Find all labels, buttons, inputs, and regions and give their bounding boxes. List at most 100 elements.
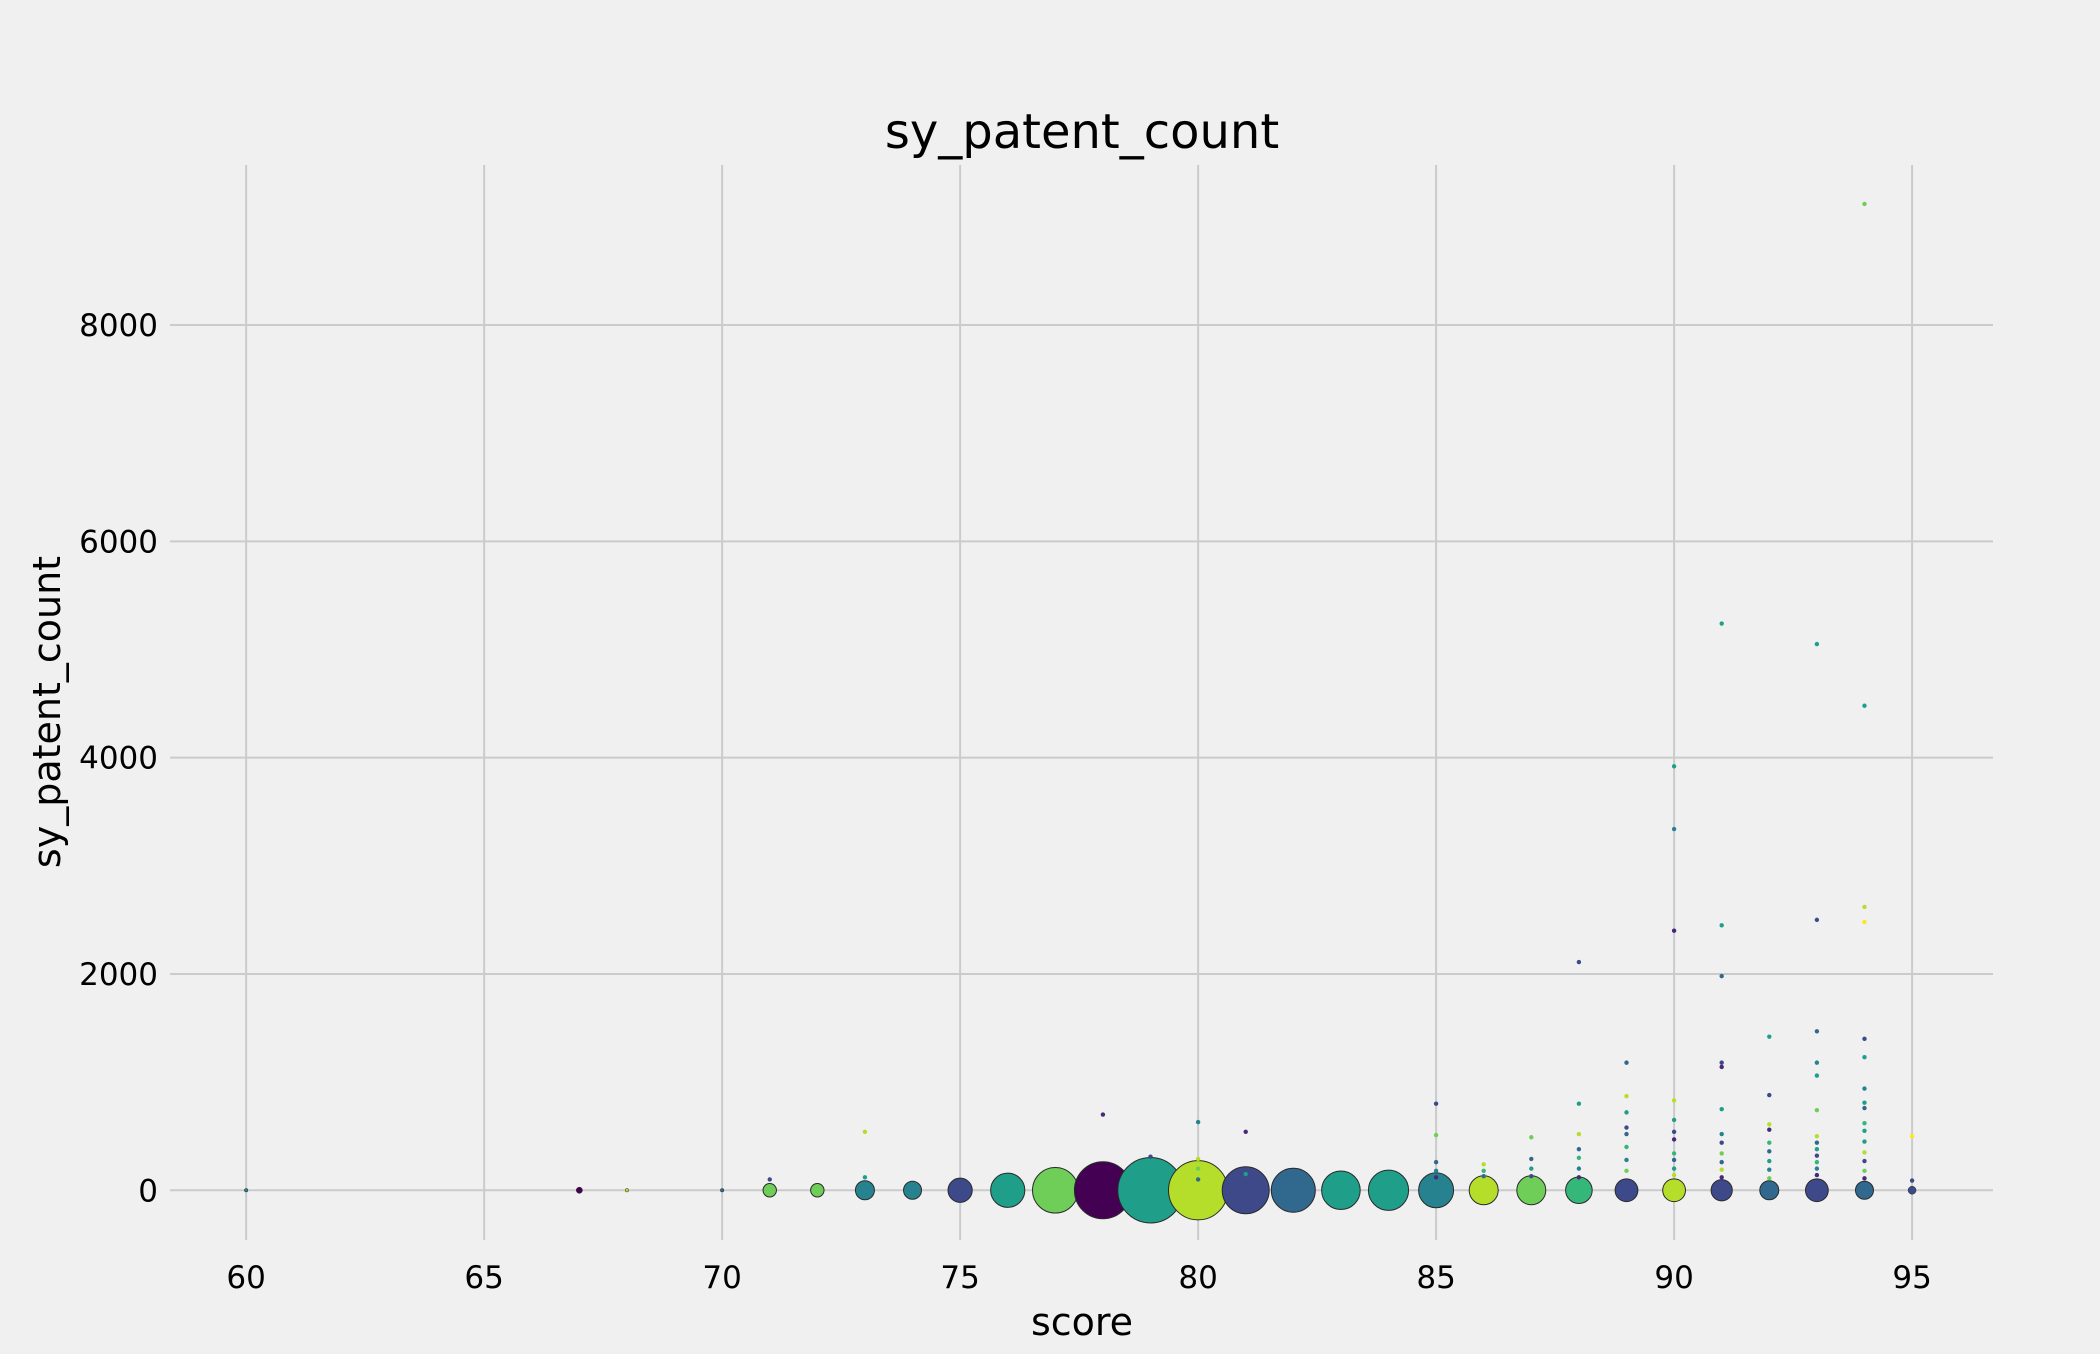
data-point (1814, 1060, 1820, 1065)
data-point (1386, 1173, 1391, 1179)
data-point (1576, 1146, 1582, 1152)
data-point (1624, 1131, 1629, 1137)
aggregate-marker (1804, 1178, 1829, 1203)
data-point (1671, 764, 1677, 769)
data-point (1767, 1092, 1772, 1098)
data-point (1767, 1140, 1772, 1145)
data-point (1195, 1177, 1201, 1182)
y-tick-label: 2000 (79, 957, 158, 993)
data-point (1671, 1137, 1677, 1142)
data-point (1814, 1159, 1820, 1165)
data-point (1814, 641, 1820, 647)
data-point (1719, 1159, 1724, 1165)
data-point (1862, 1139, 1867, 1144)
aggregate-marker (1907, 1186, 1917, 1195)
y-tick-label: 8000 (79, 308, 158, 344)
data-point (1195, 1119, 1201, 1125)
data-point (1767, 1122, 1772, 1127)
aggregate-marker (1759, 1180, 1780, 1201)
aggregate-marker (1854, 1180, 1874, 1200)
data-point (1862, 919, 1867, 925)
data-point (1719, 1167, 1724, 1172)
data-point (1433, 1132, 1439, 1138)
data-point (1576, 1166, 1582, 1171)
data-point (1719, 1175, 1724, 1180)
aggregate-marker (1710, 1179, 1733, 1202)
data-point (1576, 1155, 1582, 1161)
data-point (1862, 1086, 1867, 1091)
data-point (1719, 1131, 1724, 1137)
data-point (1624, 1110, 1629, 1115)
data-point (1671, 1157, 1677, 1163)
data-point (1243, 1171, 1248, 1177)
data-point (862, 1129, 868, 1135)
aggregate-marker (720, 1188, 725, 1193)
x-tick-label: 60 (226, 1260, 265, 1296)
data-point (1814, 1133, 1820, 1139)
data-point (1862, 1120, 1867, 1126)
aggregate-marker (1032, 1166, 1079, 1214)
aggregate-marker (1270, 1167, 1316, 1213)
data-point (1195, 1156, 1201, 1162)
data-point (1671, 1172, 1677, 1178)
data-point (1671, 826, 1677, 832)
data-point (1433, 1168, 1439, 1173)
aggregate-marker (624, 1188, 629, 1193)
data-point (1767, 1167, 1772, 1172)
aggregate-marker (903, 1180, 923, 1200)
data-point (1862, 1128, 1867, 1133)
data-point (1814, 917, 1820, 923)
tick-labels: 60 65 70 75 80 85 90 95 0 2000 4000 6000 8000 (79, 308, 1932, 1296)
data-point (1909, 1178, 1915, 1183)
aggregate-marker (1614, 1178, 1639, 1203)
aggregate-marker (762, 1183, 777, 1198)
data-point (1529, 1173, 1534, 1179)
x-tick-label: 95 (1892, 1260, 1931, 1296)
data-point (1671, 1151, 1677, 1156)
x-tick-label: 75 (940, 1260, 979, 1296)
x-tick-label: 70 (702, 1260, 741, 1296)
aggregate-marker (244, 1188, 249, 1193)
data-point (1195, 1166, 1201, 1171)
data-point (1814, 1146, 1820, 1152)
data-point (1529, 1135, 1534, 1140)
data-point (1624, 1060, 1629, 1065)
data-point (1529, 1156, 1534, 1162)
data-point (1529, 1166, 1534, 1171)
data-point (1862, 1105, 1867, 1111)
data-point (1814, 1073, 1820, 1078)
y-tick-label: 6000 (79, 524, 158, 560)
aggregate-marker (1565, 1176, 1593, 1205)
data-point (1624, 1125, 1629, 1130)
aggregate-marker (854, 1180, 875, 1201)
data-point (1862, 1100, 1867, 1105)
data-point (1862, 1176, 1867, 1181)
aggregate-markers (244, 1157, 1917, 1224)
y-axis-label: sy_patent_count (25, 556, 69, 868)
data-point (1814, 1108, 1820, 1113)
data-point (1481, 1173, 1486, 1179)
data-point (1576, 1131, 1582, 1137)
data-point (1719, 621, 1724, 626)
data-point (1767, 1149, 1772, 1154)
y-tick-label: 0 (138, 1173, 158, 1209)
aggregate-marker (1662, 1178, 1686, 1203)
data-point (1481, 1162, 1486, 1167)
data-point (1433, 1159, 1439, 1165)
data-point (1671, 1129, 1677, 1135)
data-point (1576, 1175, 1582, 1180)
x-tick-label: 90 (1654, 1260, 1693, 1296)
data-point (767, 1177, 772, 1182)
data-point (1624, 1093, 1629, 1099)
data-point (1719, 923, 1724, 928)
x-tick-label: 65 (464, 1260, 503, 1296)
data-point (1624, 1157, 1629, 1163)
aggregate-marker (1516, 1175, 1547, 1206)
data-point (1767, 1127, 1772, 1132)
data-point (1671, 1098, 1677, 1103)
y-tick-label: 4000 (79, 741, 158, 777)
aggregate-marker (1468, 1175, 1499, 1206)
